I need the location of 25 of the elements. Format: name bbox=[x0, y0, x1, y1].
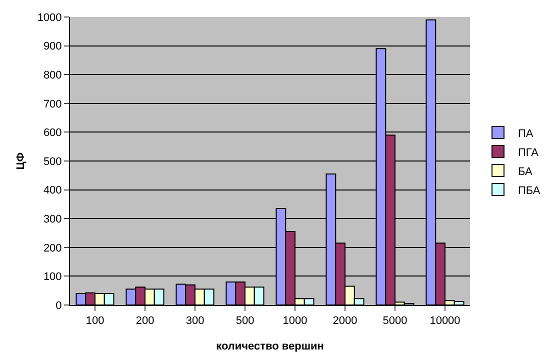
y-tick-label: 400 bbox=[43, 184, 62, 197]
y-axis-title: ЦФ bbox=[14, 152, 27, 170]
x-tick-label: 200 bbox=[136, 315, 154, 328]
x-tick-label: 10000 bbox=[430, 315, 460, 328]
y-tick-label: 600 bbox=[43, 127, 62, 140]
legend-label: ПБА bbox=[518, 184, 541, 197]
y-tick-label: 900 bbox=[43, 40, 62, 53]
y-tick-label: 700 bbox=[43, 98, 62, 110]
x-tick-label: 500 bbox=[236, 315, 254, 328]
y-tick-label: 100 bbox=[43, 271, 62, 284]
x-axis-title: количество вершин bbox=[216, 340, 324, 352]
legend-label: ПА bbox=[518, 128, 534, 140]
x-tick-label: 100 bbox=[86, 315, 104, 328]
y-tick-label: 0 bbox=[56, 300, 62, 312]
legend-label: БА bbox=[518, 166, 533, 178]
legend-label: ПГА bbox=[518, 146, 540, 159]
y-tick-label: 1000 bbox=[37, 12, 62, 24]
x-tick-label: 2000 bbox=[332, 315, 358, 328]
y-tick-label: 500 bbox=[43, 156, 62, 168]
x-tick-label: 300 bbox=[186, 315, 204, 328]
y-tick-label: 800 bbox=[43, 69, 62, 82]
x-tick-label: 1000 bbox=[282, 315, 308, 328]
y-tick-label: 200 bbox=[43, 242, 62, 254]
x-tick-label: 5000 bbox=[382, 315, 408, 328]
y-tick-label: 300 bbox=[43, 213, 62, 226]
